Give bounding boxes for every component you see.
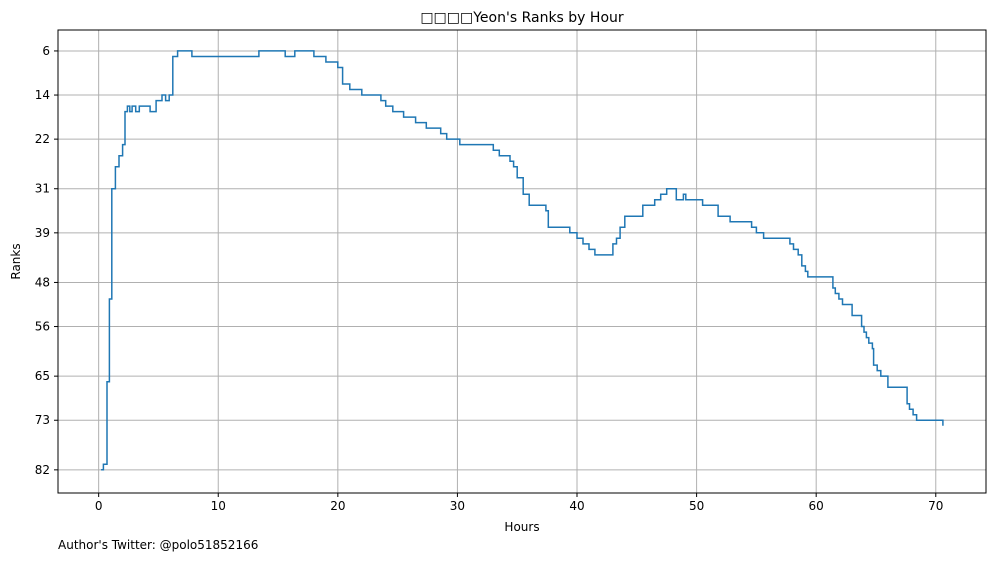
x-tick-label: 50: [689, 499, 704, 513]
x-tick-label: 60: [809, 499, 824, 513]
x-axis-ticks: 0 10 20 30 40 50 60 70: [95, 493, 943, 513]
y-tick-label: 22: [35, 132, 50, 146]
rank-step-line: [101, 50, 944, 471]
x-tick-label: 30: [450, 499, 465, 513]
y-tick-label: 39: [35, 226, 50, 240]
y-tick-label: 82: [35, 463, 50, 477]
y-axis-title: Ranks: [9, 243, 23, 279]
author-note: Author's Twitter: @polo51852166: [58, 538, 259, 552]
y-tick-label: 48: [35, 275, 50, 289]
y-tick-label: 73: [35, 413, 50, 427]
plot-frame: [57, 29, 987, 494]
chart-title: □□□□Yeon's Ranks by Hour: [420, 10, 624, 26]
x-tick-label: 10: [211, 499, 226, 513]
x-axis-title: Hours: [504, 520, 539, 534]
y-tick-label: 56: [35, 320, 50, 334]
y-tick-label: 31: [35, 182, 50, 196]
y-tick-label: 6: [42, 44, 50, 58]
x-tick-label: 70: [928, 499, 943, 513]
y-tick-label: 65: [35, 369, 50, 383]
y-tick-label: 14: [35, 88, 50, 102]
x-tick-label: 20: [330, 499, 345, 513]
x-tick-label: 40: [569, 499, 584, 513]
series-layer: [101, 50, 944, 471]
grid-lines: [58, 30, 986, 493]
x-tick-label: 0: [95, 499, 103, 513]
y-axis-ticks: 6 14 22 31 39 48 56 65 73 82: [35, 44, 58, 477]
